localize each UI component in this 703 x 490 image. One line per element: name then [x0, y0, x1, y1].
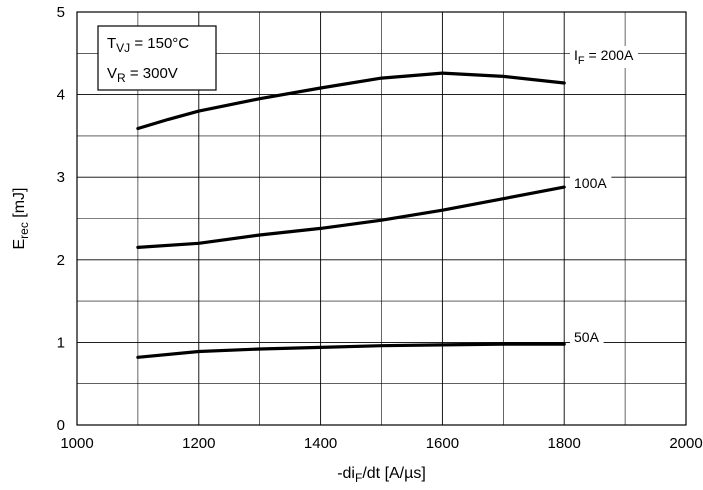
x-axis-label-post: /dt [A/µs]: [362, 465, 425, 482]
condition-temperature-subscript: VJ: [116, 41, 130, 55]
condition-voltage-symbol: V: [107, 65, 117, 82]
y-axis-label: Erec [mJ]: [11, 187, 31, 249]
series-label: IF = 200A: [574, 47, 634, 67]
condition-temperature-value: = 150°C: [130, 35, 189, 52]
grid: [77, 12, 686, 425]
x-tick-label: 1400: [304, 435, 337, 452]
condition-voltage: VR = 300V: [107, 65, 178, 85]
x-tick-label: 2000: [669, 435, 702, 452]
series-label-part: 100A: [574, 175, 607, 191]
y-tick-label: 3: [57, 169, 65, 186]
y-axis-label-post: [mJ]: [11, 187, 28, 222]
series-label-background: [570, 174, 612, 192]
series-line: [136, 185, 566, 249]
series-label-part: = 200A: [585, 47, 634, 63]
series-label-background: [570, 328, 604, 346]
y-axis-label-main: E: [11, 239, 28, 250]
y-tick-label: 1: [57, 334, 65, 351]
conditions-legend: TVJ = 150°C VR = 300V: [97, 25, 217, 91]
series-label: 50A: [574, 329, 600, 345]
series-lines: IF = 200A 100A 50A: [136, 46, 638, 359]
y-tick-label: 4: [57, 87, 65, 104]
series-label-part: I: [574, 47, 578, 63]
series-label-part: F: [578, 55, 585, 67]
x-tick-label: 1800: [548, 435, 581, 452]
series-line: [136, 342, 566, 359]
y-axis-label-subscript: rec: [17, 222, 31, 239]
tick-labels: 1000 1200 1400 1600 1800 2000 0 1 2 3 4 5: [57, 4, 703, 452]
condition-temperature: TVJ = 150°C: [107, 35, 189, 55]
conditions-box: [97, 25, 217, 91]
series-label-part: 50A: [574, 329, 600, 345]
condition-temperature-symbol: T: [107, 35, 116, 52]
y-tick-label: 5: [57, 4, 65, 21]
plot-frame: [76, 11, 687, 426]
y-tick-label: 0: [57, 417, 65, 434]
condition-voltage-value: = 300V: [126, 65, 178, 82]
y-tick-label: 2: [57, 252, 65, 269]
series-line: [136, 71, 566, 131]
x-axis-label-subscript: F: [355, 471, 362, 485]
x-tick-label: 1000: [60, 435, 93, 452]
x-tick-label: 1600: [426, 435, 459, 452]
x-tick-label: 1200: [182, 435, 215, 452]
condition-voltage-subscript: R: [117, 71, 126, 85]
series-label: 100A: [574, 175, 607, 191]
x-axis-label: -diF/dt [A/µs]: [337, 465, 426, 485]
series-label-background: [570, 46, 638, 68]
x-axis-label-pre: -di: [337, 465, 355, 482]
